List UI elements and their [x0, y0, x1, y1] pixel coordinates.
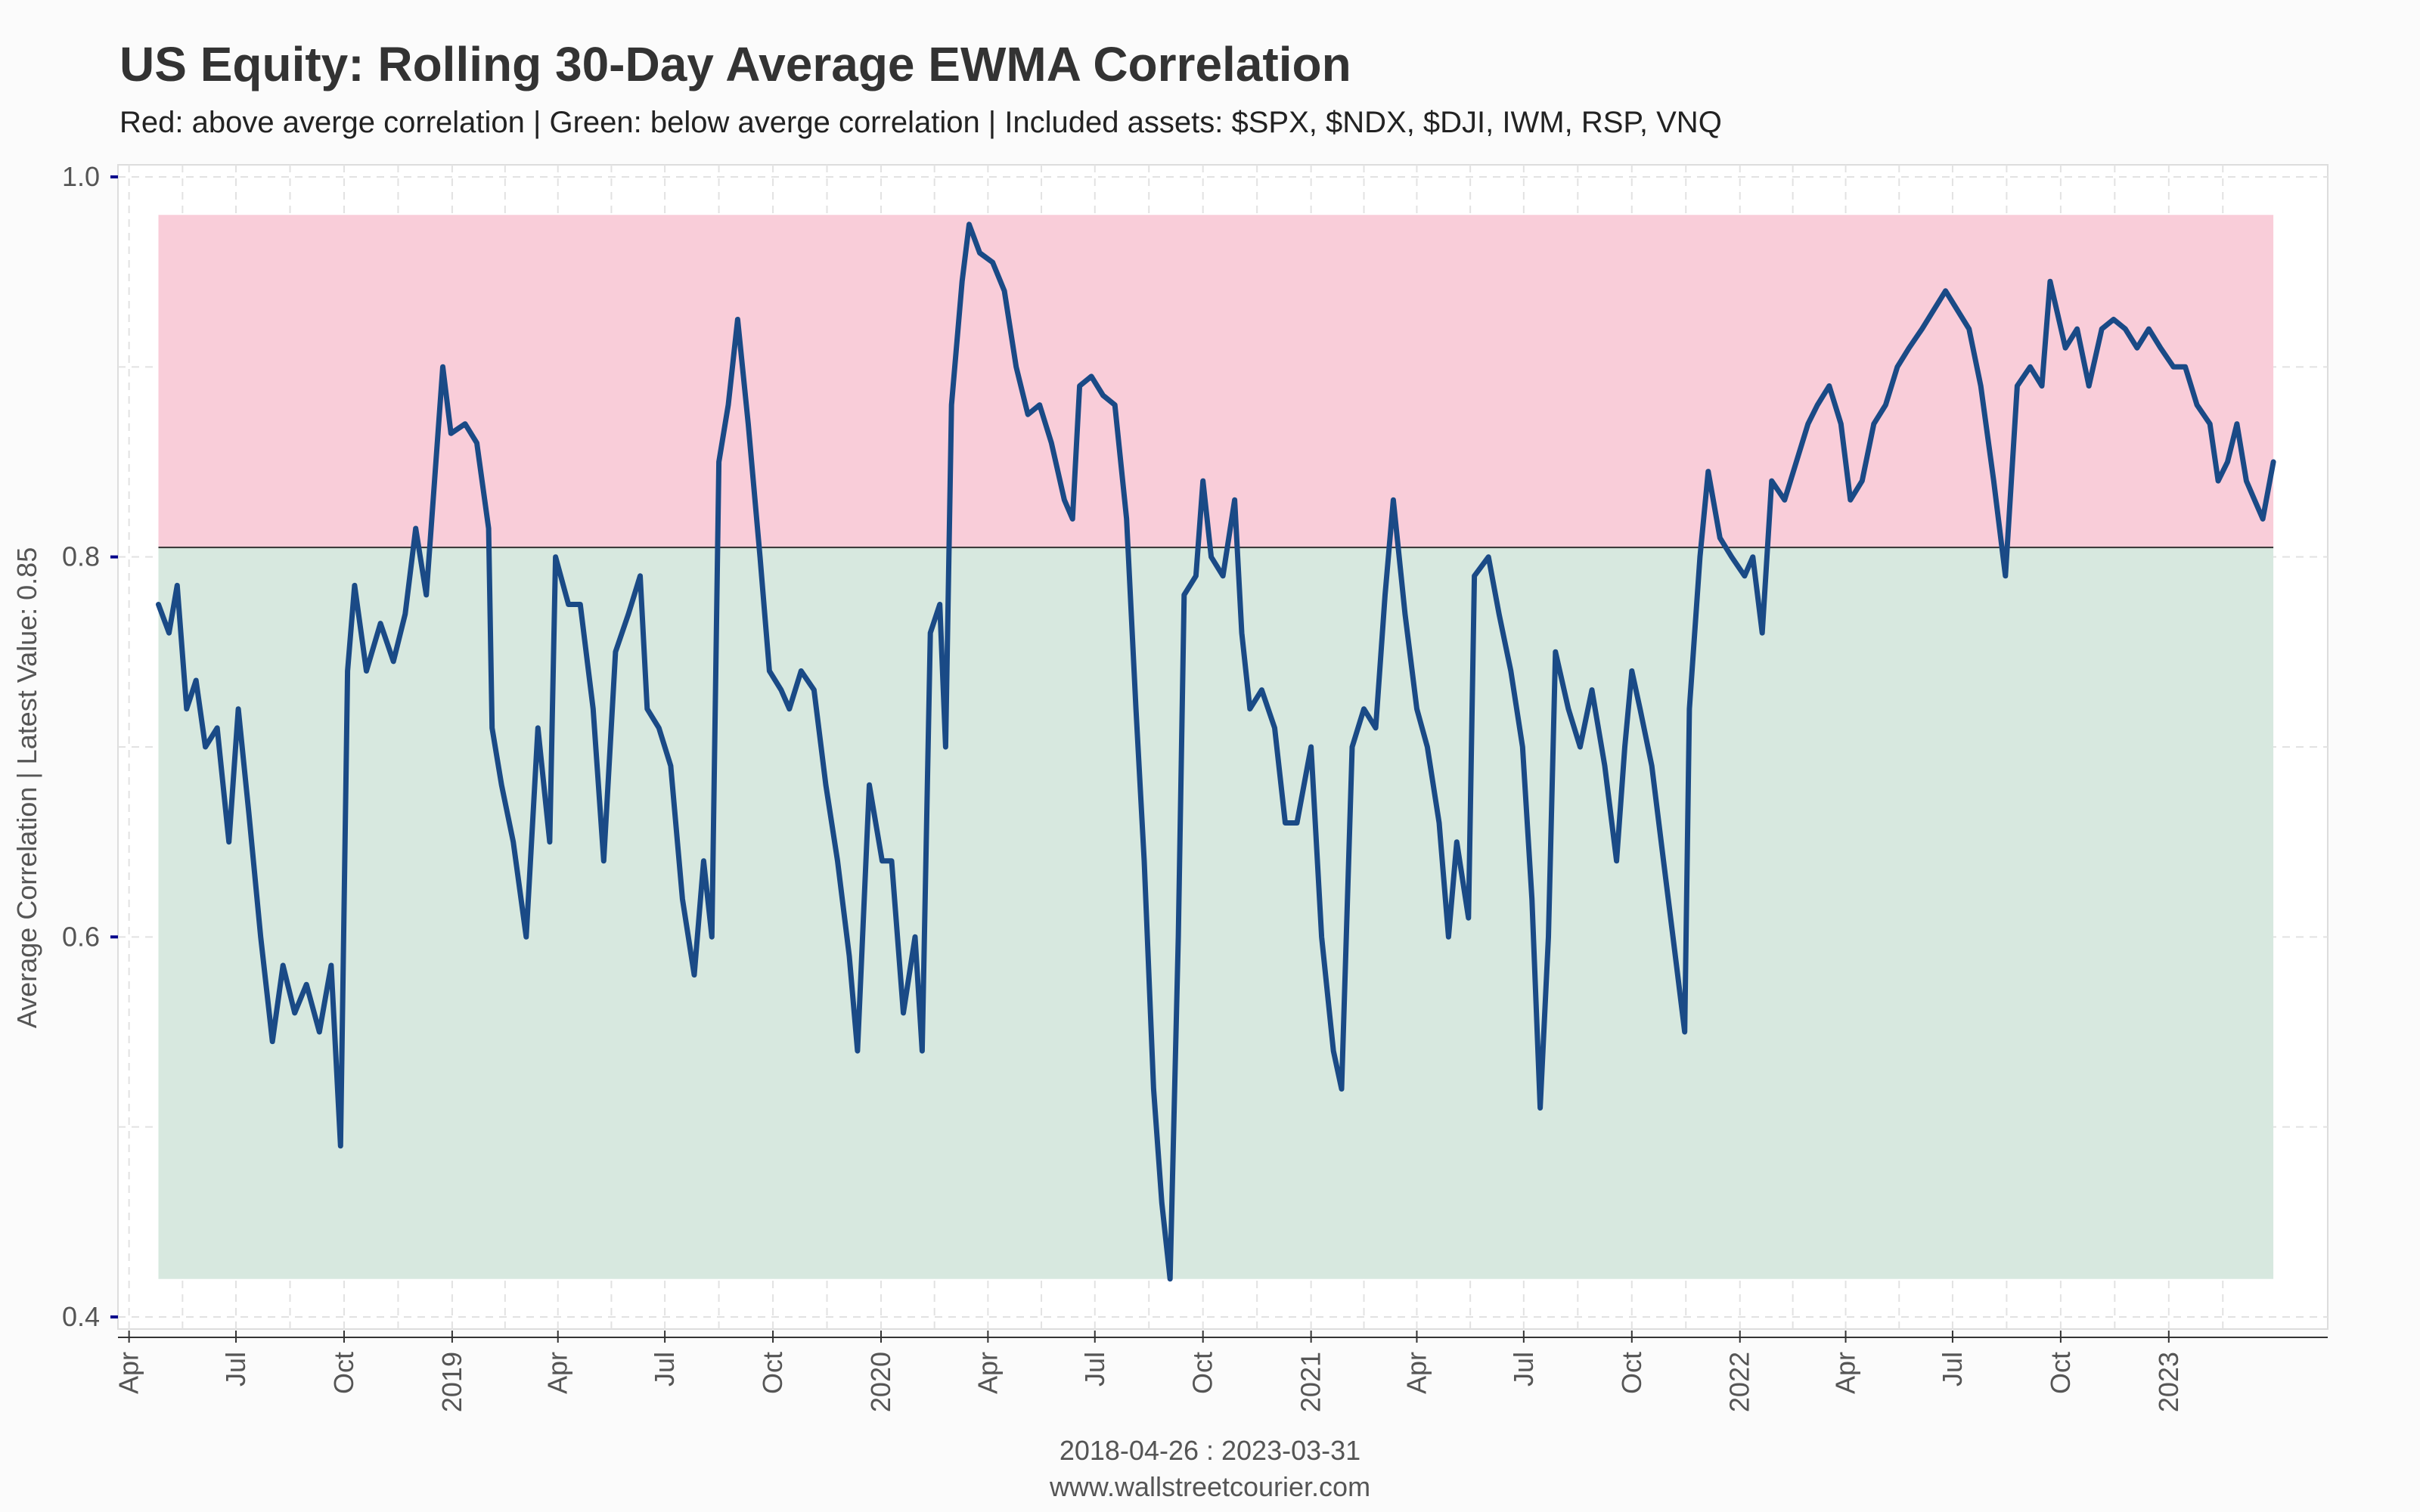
x-tick-label: Jul: [649, 1352, 680, 1387]
x-tick-label: 2023: [2153, 1352, 2184, 1412]
x-tick-label: Apr: [542, 1352, 573, 1394]
x-tick-label: Oct: [1616, 1352, 1647, 1394]
x-tick-label: Oct: [2045, 1352, 2076, 1394]
y-tick-label: 0.8: [62, 541, 100, 572]
x-tick-label: Jul: [1937, 1352, 1968, 1387]
x-tick-label: Oct: [1187, 1352, 1218, 1394]
y-tick-label: 0.6: [62, 921, 100, 952]
y-tick-label: 0.4: [62, 1301, 100, 1332]
x-axis: Apr Jul Oct 2019 Apr Jul Oct 2020 Apr Jul Oct 2021 A…: [113, 1331, 2328, 1412]
band-below-average: [158, 547, 2274, 1279]
x-tick-label: 2020: [865, 1352, 896, 1412]
band-above-average: [158, 215, 2274, 548]
x-tick-label: Jul: [1079, 1352, 1110, 1387]
y-tick-label: 1.0: [62, 161, 100, 192]
footer-website: www.wallstreetcourier.com: [1049, 1471, 1371, 1502]
x-tick-label: 2021: [1295, 1352, 1326, 1412]
x-tick-label: Apr: [972, 1352, 1003, 1394]
y-axis: 0.4 0.6 0.8 1.0: [62, 161, 118, 1332]
y-axis-label: Average Correlation | Latest Value: 0.85: [11, 547, 42, 1028]
x-tick-label: 2022: [1724, 1352, 1755, 1412]
x-tick-label: Jul: [220, 1352, 251, 1387]
correlation-bands: [158, 215, 2274, 1279]
x-tick-label: Jul: [1508, 1352, 1539, 1387]
x-tick-label: Apr: [113, 1352, 144, 1394]
x-tick-label: Oct: [328, 1352, 359, 1394]
chart-title: US Equity: Rolling 30-Day Average EWMA C…: [119, 37, 1351, 91]
x-tick-label: Oct: [757, 1352, 788, 1394]
series-line-1: [156, 222, 2276, 1282]
footer-date-range: 2018-04-26 : 2023-03-31: [1059, 1435, 1361, 1466]
x-tick-label: 2019: [436, 1352, 467, 1412]
x-tick-label: Apr: [1830, 1352, 1861, 1394]
chart-subtitle: Red: above averge correlation | Green: b…: [119, 106, 1722, 139]
x-tick-label: Apr: [1401, 1352, 1432, 1394]
series-layer: [156, 222, 2276, 1282]
